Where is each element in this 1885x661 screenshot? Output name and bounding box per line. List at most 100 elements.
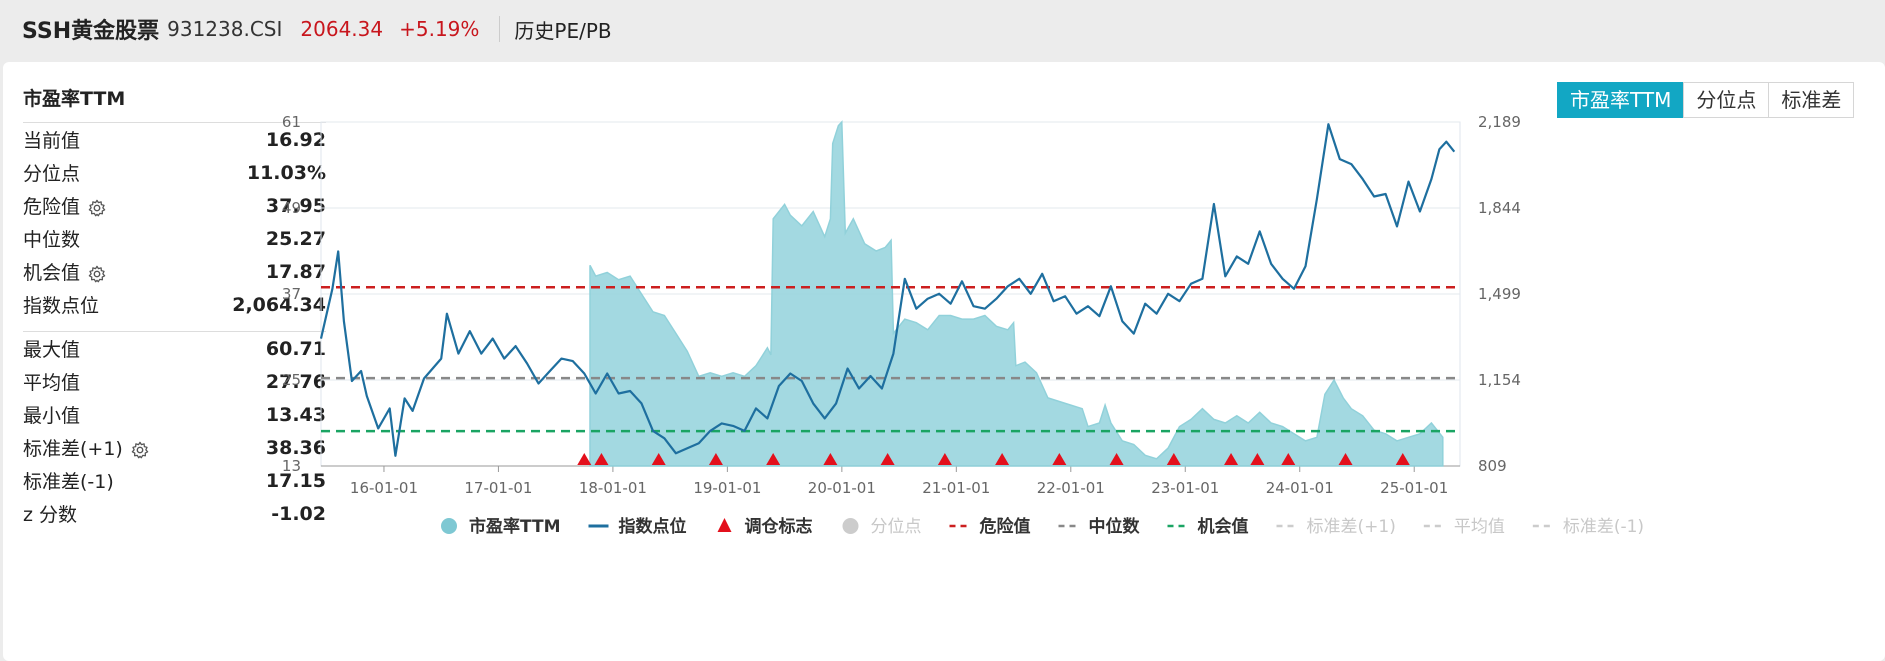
stat-value: 17.15 (265, 469, 326, 492)
legend-label: 机会值 (1198, 516, 1249, 537)
tab-percentile[interactable]: 分位点 (1683, 82, 1770, 118)
tab-pe-ttm[interactable]: 市盈率TTM (1557, 82, 1685, 118)
legend-label: 标准差(-1) (1563, 517, 1644, 537)
rebalance-marker (1281, 453, 1296, 465)
stat-row: 标准差(+1) 38.36 (23, 431, 326, 464)
legend-label: 危险值 (979, 516, 1031, 537)
rebalance-marker (1052, 453, 1067, 465)
stat-label: 中位数 (23, 229, 81, 251)
y-right-tick-label: 1,154 (1478, 371, 1521, 389)
y-right-tick-label: 1,499 (1478, 285, 1521, 303)
y-right-tick-label: 809 (1478, 457, 1507, 475)
stat-label: z 分数 (23, 504, 78, 526)
card-title: 市盈率TTM (23, 88, 126, 110)
stat-label: 危险值 (23, 192, 106, 219)
stat-row: 指数点位 2,064.34 (23, 288, 326, 321)
stat-row: z 分数 -1.02 (23, 497, 326, 530)
x-tick-label: 18-01-01 (579, 479, 647, 497)
header-divider (499, 16, 501, 42)
legend-dot-icon (842, 518, 859, 534)
rebalance-marker (880, 453, 895, 465)
index-code: 931238.CSI (167, 17, 283, 41)
stat-label: 平均值 (23, 372, 81, 394)
pe-ttm-area (589, 120, 1444, 467)
tab-std-dev[interactable]: 标准差 (1768, 82, 1855, 118)
divider (23, 122, 326, 123)
metric-tabs: 市盈率TTM 分位点 标准差 (1557, 82, 1855, 118)
stat-row: 分位点 11.03% (23, 156, 326, 189)
x-tick-label: 25-01-01 (1380, 479, 1448, 497)
plot-frame (320, 121, 1461, 467)
legend-item[interactable]: 调仓标志 (717, 516, 813, 537)
legend-label: 标准差(+1) (1307, 517, 1396, 537)
legend-item[interactable]: 机会值 (1167, 516, 1249, 537)
rebalance-marker (594, 453, 609, 465)
x-tick-label: 23-01-01 (1151, 479, 1219, 497)
legend-item[interactable]: 市盈率TTM (441, 516, 561, 537)
stat-label: 最小值 (23, 405, 81, 427)
legend-triangle-icon (717, 518, 732, 532)
gear-icon[interactable] (88, 265, 106, 283)
stat-value: 13.43 (265, 403, 326, 426)
rebalance-marker (766, 453, 781, 465)
rebalance-marker (995, 453, 1010, 465)
stat-value: 16.92 (265, 128, 326, 151)
index-price: 2064.34 (300, 17, 384, 41)
rebalance-marker (823, 453, 838, 465)
stat-label: 标准差(+1) (23, 434, 149, 461)
legend-item[interactable]: 指数点位 (588, 516, 687, 537)
stat-label: 分位点 (23, 163, 81, 185)
stat-value: -1.02 (271, 502, 326, 525)
legend-item[interactable]: 平均值 (1423, 517, 1505, 537)
legend-item[interactable]: 分位点 (842, 517, 922, 537)
stat-row: 中位数 25.27 (23, 222, 326, 255)
stat-value: 60.71 (265, 337, 326, 360)
header-bar: SSH黄金股票 931238.CSI 2064.34 +5.19% 历史PE/P… (0, 0, 1885, 58)
stat-label: 指数点位 (23, 295, 100, 317)
stats-panel-history: 最大值 60.71 平均值 27.76 最小值 13.43 标准差(+1) 38.36 标准差(… (23, 331, 326, 530)
x-tick-label: 20-01-01 (808, 479, 876, 497)
stat-label: 标准差(-1) (23, 471, 114, 493)
stat-label: 当前值 (23, 130, 81, 152)
divider (23, 331, 326, 332)
stat-value: 37.95 (265, 194, 326, 217)
legend-item[interactable]: 标准差(-1) (1532, 517, 1644, 537)
rebalance-marker (937, 453, 952, 465)
rebalance-marker (577, 453, 592, 465)
y-right-tick-label: 2,189 (1478, 113, 1521, 131)
gear-icon[interactable] (131, 441, 149, 459)
stat-row: 机会值 17.87 (23, 255, 326, 288)
x-tick-label: 22-01-01 (1037, 479, 1105, 497)
legend-item[interactable]: 标准差(+1) (1276, 517, 1396, 537)
stat-row: 最大值 60.71 (23, 332, 326, 365)
stat-label: 最大值 (23, 339, 81, 361)
stat-row: 平均值 27.76 (23, 365, 326, 398)
rebalance-marker (651, 453, 666, 465)
y-right-tick-label: 1,844 (1478, 199, 1521, 217)
stats-panel-current: 当前值 16.92 分位点 11.03% 危险值 37.95 中位数 25.27 机会值 17.8… (23, 122, 326, 321)
rebalance-marker (1224, 453, 1239, 465)
rebalance-marker (1250, 453, 1265, 465)
index-change: +5.19% (399, 17, 480, 41)
rebalance-marker (1109, 453, 1124, 465)
legend-label: 市盈率TTM (469, 516, 561, 537)
stat-value: 2,064.34 (232, 293, 326, 316)
stat-value: 11.03% (246, 161, 326, 184)
x-tick-label: 16-01-01 (350, 479, 418, 497)
history-pe-pb-label: 历史PE/PB (514, 18, 612, 43)
x-tick-label: 17-01-01 (464, 479, 532, 497)
rebalance-marker (1166, 453, 1181, 465)
rebalance-marker (708, 453, 723, 465)
stat-value: 27.76 (265, 370, 326, 393)
x-tick-label: 19-01-01 (693, 479, 761, 497)
index-name: SSH黄金股票 (22, 19, 160, 44)
stat-value: 38.36 (265, 436, 326, 459)
legend-item[interactable]: 危险值 (949, 516, 1031, 537)
x-tick-label: 24-01-01 (1266, 479, 1334, 497)
gear-icon[interactable] (88, 199, 106, 217)
valuation-card: 市盈率TTM 市盈率TTM 分位点 标准差 当前值 16.92 分位点 11.03% 危… (3, 62, 1885, 661)
legend-item[interactable]: 中位数 (1058, 516, 1141, 537)
legend-label: 指数点位 (619, 516, 687, 537)
x-tick-label: 21-01-01 (922, 479, 990, 497)
stat-value: 25.27 (265, 227, 326, 250)
